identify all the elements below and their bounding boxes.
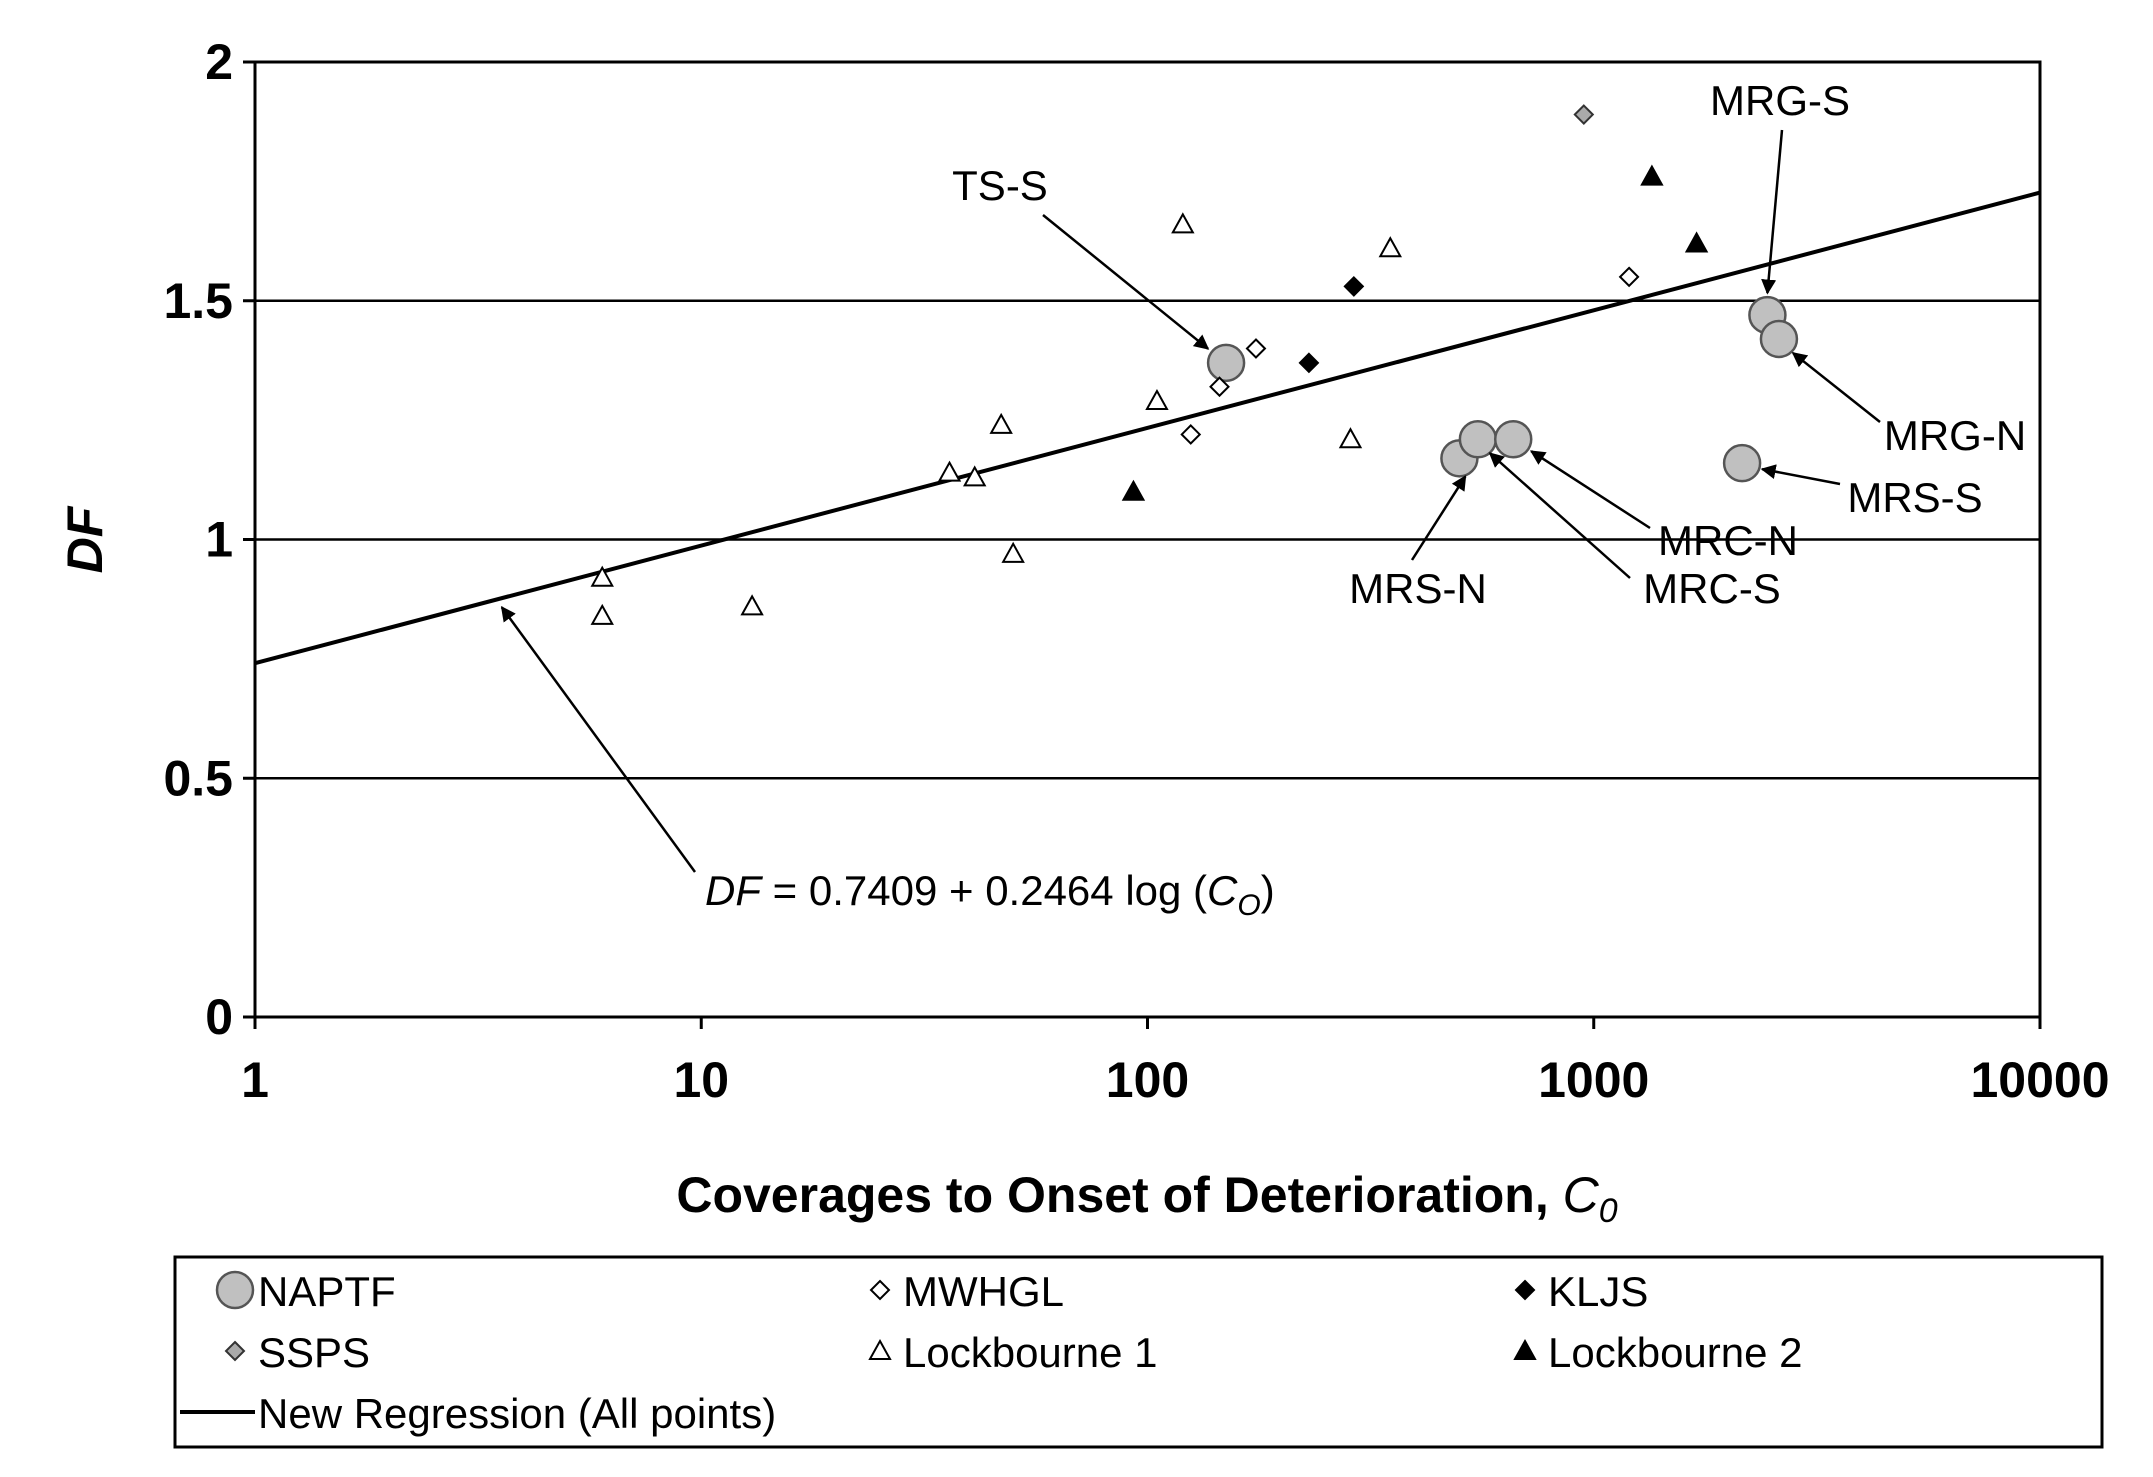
x-axis-title: Coverages to Onset of Deterioration, C0	[676, 1167, 1617, 1230]
legend-label-lockbourne-2: Lockbourne 2	[1548, 1329, 1803, 1376]
point-naptf-6	[1493, 419, 1533, 459]
point-lockbourne-1-7	[1145, 388, 1169, 411]
annotation-arrow-mrc-n	[1529, 450, 1651, 530]
regression-line	[254, 190, 2041, 666]
legend-marker-lockbourne-1	[868, 1338, 892, 1360]
legend-label-lockbourne-1: Lockbourne 1	[903, 1329, 1158, 1376]
y-tick-label-4: 2	[205, 34, 233, 90]
annotation-label-mrs-s: MRS-S	[1847, 474, 1982, 521]
point-lockbourne-1-10	[1378, 236, 1402, 258]
legend-label-mwhgl: MWHGL	[903, 1268, 1064, 1315]
annotation-arrow-mrg-n	[1791, 351, 1881, 423]
point-naptf-0	[1206, 343, 1246, 383]
point-lockbourne-1-0	[590, 565, 614, 587]
legend-marker-ssps	[224, 1340, 246, 1362]
annotation-label-mrg-n: MRG-N	[1884, 412, 2026, 459]
y-axis-title: DF	[57, 505, 113, 573]
y-tick-label-2: 1	[205, 512, 233, 568]
x-axis-title-text: Coverages to Onset of Deterioration,	[676, 1167, 1562, 1223]
x-axis-title-subscript: 0	[1599, 1192, 1618, 1230]
legend-marker-naptf	[215, 1270, 255, 1310]
legend-marker-lockbourne-2	[1513, 1338, 1537, 1360]
annotation-arrow-ts-s	[1042, 214, 1210, 350]
equation-subscript: O	[1237, 889, 1260, 922]
point-naptf-5	[1458, 419, 1498, 459]
annotation-arrow-mrs-s	[1760, 464, 1841, 486]
equation-suffix: )	[1261, 867, 1275, 914]
annotation-label-ts-s: TS-S	[952, 162, 1048, 209]
legend-marker-kljs	[1514, 1279, 1536, 1301]
point-lockbourne-2-1	[1640, 164, 1664, 186]
annotation-label-mrg-s: MRG-S	[1710, 77, 1850, 124]
legend: NAPTF MWHGL KLJS SSPS Lockbourne 1 Lockbourne…	[173, 1255, 2104, 1449]
annotation-arrow-mrs-n	[1410, 475, 1467, 561]
axis-ticks: 0 0.5 1 1.5 2 1 10 100 1000 10000	[163, 34, 2109, 1108]
x-tick-label-0: 1	[241, 1052, 269, 1108]
point-ssps-0	[1573, 104, 1595, 125]
point-lockbourne-1-4	[963, 465, 987, 487]
regression-equation-arrow	[500, 605, 697, 873]
x-tick-label-1: 10	[673, 1052, 729, 1108]
point-mwhgl-2	[1245, 338, 1267, 359]
legend-label-new-regression-all-points: New Regression (All points)	[258, 1390, 776, 1437]
point-kljs-1	[1343, 276, 1365, 297]
x-tick-label-2: 100	[1106, 1052, 1189, 1108]
point-lockbourne-2-0	[1121, 479, 1146, 501]
legend-marker-mwhgl	[869, 1279, 891, 1301]
annotation-label-mrc-s: MRC-S	[1643, 565, 1781, 612]
equation-symbol: C	[1207, 867, 1238, 914]
legend-label-kljs: KLJS	[1548, 1268, 1648, 1315]
legend-box	[173, 1255, 2104, 1449]
point-naptf-2	[1759, 319, 1799, 359]
point-lockbourne-1-1	[590, 603, 614, 625]
point-lockbourne-1-6	[1001, 541, 1025, 563]
point-mwhgl-0	[1180, 424, 1202, 445]
x-tick-label-3: 1000	[1538, 1052, 1649, 1108]
point-lockbourne-1-8	[1171, 212, 1195, 234]
annotation-arrow-mrg-s	[1761, 129, 1784, 295]
y-tick-label-1: 0.5	[163, 750, 233, 806]
legend-label-naptf: NAPTF	[258, 1268, 396, 1315]
point-mwhgl-3	[1618, 266, 1640, 288]
data-points	[590, 104, 1799, 625]
y-tick-label-3: 1.5	[163, 273, 233, 329]
point-lockbourne-1-9	[1338, 427, 1363, 449]
point-kljs-0	[1298, 352, 1320, 374]
equation-body: = 0.7409 + 0.2464 log (	[761, 867, 1207, 914]
point-lockbourne-1-5	[989, 412, 1013, 434]
regression-line-group	[254, 190, 2041, 666]
point-lockbourne-2-2	[1684, 231, 1709, 253]
point-lockbourne-1-3	[937, 460, 962, 482]
annotation-label-mrs-n: MRS-N	[1349, 565, 1487, 612]
annotation-label-mrc-n: MRC-N	[1658, 517, 1798, 564]
point-lockbourne-1-2	[740, 594, 764, 616]
x-axis-title-symbol: C	[1563, 1167, 1600, 1223]
regression-equation: DF = 0.7409 + 0.2464 log (CO)	[705, 867, 1275, 922]
point-mwhgl-1	[1209, 376, 1230, 398]
x-tick-label-4: 10000	[1970, 1052, 2109, 1108]
point-naptf-3	[1722, 443, 1762, 483]
annotation-arrow-mrc-s	[1488, 452, 1631, 579]
y-tick-label-0: 0	[205, 989, 233, 1045]
equation-df: DF	[705, 867, 763, 914]
legend-label-ssps: SSPS	[258, 1329, 370, 1376]
